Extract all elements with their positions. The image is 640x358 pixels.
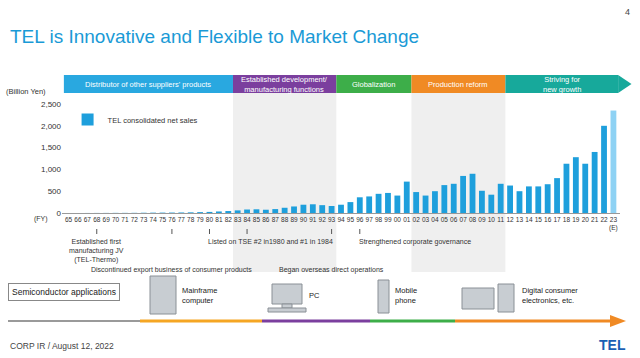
svg-text:2,500: 2,500 xyxy=(41,100,62,109)
svg-text:Mobilephone: Mobilephone xyxy=(395,286,417,305)
svg-text:22: 22 xyxy=(600,216,608,223)
svg-text:Striving fornew growth: Striving fornew growth xyxy=(543,75,581,94)
svg-text:Established development/manufa: Established development/manufacturing fu… xyxy=(241,75,328,94)
svg-text:500: 500 xyxy=(48,187,62,196)
svg-text:99: 99 xyxy=(384,216,392,223)
svg-text:TEL is Innovative and Flexible: TEL is Innovative and Flexible to Market… xyxy=(10,26,419,47)
svg-text:97: 97 xyxy=(366,216,374,223)
svg-text:09: 09 xyxy=(478,216,486,223)
svg-text:78: 78 xyxy=(187,216,195,223)
svg-text:Established firstmanufacturing: Established firstmanufacturing JV(TEL-Th… xyxy=(69,238,124,264)
svg-text:Digital consumerelectronics, e: Digital consumerelectronics, etc. xyxy=(522,286,578,305)
svg-text:86: 86 xyxy=(262,216,270,223)
svg-text:84: 84 xyxy=(243,216,251,223)
svg-text:18: 18 xyxy=(563,216,571,223)
svg-text:04: 04 xyxy=(431,216,439,223)
svg-text:19: 19 xyxy=(572,216,580,223)
svg-text:81: 81 xyxy=(215,216,223,223)
svg-text:69: 69 xyxy=(103,216,111,223)
svg-text:96: 96 xyxy=(356,216,364,223)
svg-text:Strengthened corporate governa: Strengthened corporate governance xyxy=(359,238,471,246)
svg-text:92: 92 xyxy=(319,216,327,223)
svg-text:03: 03 xyxy=(422,216,430,223)
svg-text:68: 68 xyxy=(93,216,101,223)
svg-text:02: 02 xyxy=(413,216,421,223)
svg-text:Began overseas direct operatio: Began overseas direct operations xyxy=(279,266,384,274)
svg-text:70: 70 xyxy=(112,216,120,223)
svg-text:4: 4 xyxy=(625,7,630,17)
svg-text:0: 0 xyxy=(57,209,62,218)
svg-text:82: 82 xyxy=(225,216,233,223)
svg-text:79: 79 xyxy=(196,216,204,223)
svg-text:CORP IR / August 12, 2022: CORP IR / August 12, 2022 xyxy=(10,341,114,351)
svg-text:65: 65 xyxy=(65,216,73,223)
svg-text:TEL: TEL xyxy=(599,337,626,353)
svg-text:77: 77 xyxy=(178,216,186,223)
svg-text:(Billion Yen): (Billion Yen) xyxy=(6,87,46,96)
svg-text:06: 06 xyxy=(450,216,458,223)
svg-text:1,000: 1,000 xyxy=(41,165,62,174)
svg-text:00: 00 xyxy=(394,216,402,223)
svg-text:20: 20 xyxy=(582,216,590,223)
svg-text:10: 10 xyxy=(488,216,496,223)
svg-text:87: 87 xyxy=(272,216,280,223)
svg-text:72: 72 xyxy=(131,216,139,223)
svg-text:80: 80 xyxy=(206,216,214,223)
svg-text:TEL consolidated net sales: TEL consolidated net sales xyxy=(108,116,198,125)
svg-text:PC: PC xyxy=(309,291,320,300)
svg-text:15: 15 xyxy=(535,216,543,223)
svg-text:Discontinued export business o: Discontinued export business of consumer… xyxy=(91,266,252,274)
svg-text:Semiconductor applications: Semiconductor applications xyxy=(12,287,116,297)
svg-text:(FY): (FY) xyxy=(34,215,48,223)
svg-text:14: 14 xyxy=(525,216,533,223)
svg-text:23(E): 23(E) xyxy=(609,216,618,232)
svg-text:17: 17 xyxy=(553,216,561,223)
svg-text:90: 90 xyxy=(300,216,308,223)
svg-text:13: 13 xyxy=(516,216,524,223)
svg-text:94: 94 xyxy=(337,216,345,223)
svg-text:98: 98 xyxy=(375,216,383,223)
svg-text:1,500: 1,500 xyxy=(41,143,62,152)
svg-text:83: 83 xyxy=(234,216,242,223)
svg-text:67: 67 xyxy=(84,216,92,223)
svg-text:Distributor of other suppliers: Distributor of other suppliers' products xyxy=(85,80,211,89)
svg-text:07: 07 xyxy=(460,216,468,223)
svg-text:73: 73 xyxy=(140,216,148,223)
svg-text:01: 01 xyxy=(403,216,411,223)
svg-text:95: 95 xyxy=(347,216,355,223)
svg-text:85: 85 xyxy=(253,216,261,223)
svg-text:11: 11 xyxy=(497,216,504,223)
svg-text:75: 75 xyxy=(159,216,167,223)
svg-text:74: 74 xyxy=(150,216,158,223)
svg-text:Globalization: Globalization xyxy=(352,80,395,89)
svg-text:16: 16 xyxy=(544,216,552,223)
svg-text:Mainframecomputer: Mainframecomputer xyxy=(182,286,217,305)
svg-text:91: 91 xyxy=(309,216,317,223)
svg-text:12: 12 xyxy=(506,216,514,223)
svg-text:88: 88 xyxy=(281,216,289,223)
svg-text:Production reform: Production reform xyxy=(428,80,488,89)
svg-text:2,000: 2,000 xyxy=(41,122,62,131)
svg-text:Listed on TSE #2 in1980 and #1: Listed on TSE #2 in1980 and #1 in 1984 xyxy=(208,238,333,245)
svg-text:05: 05 xyxy=(441,216,449,223)
svg-text:66: 66 xyxy=(74,216,82,223)
svg-text:21: 21 xyxy=(591,216,599,223)
svg-text:93: 93 xyxy=(328,216,336,223)
svg-text:89: 89 xyxy=(290,216,298,223)
svg-text:08: 08 xyxy=(469,216,477,223)
svg-text:71: 71 xyxy=(121,216,129,223)
svg-text:76: 76 xyxy=(168,216,176,223)
